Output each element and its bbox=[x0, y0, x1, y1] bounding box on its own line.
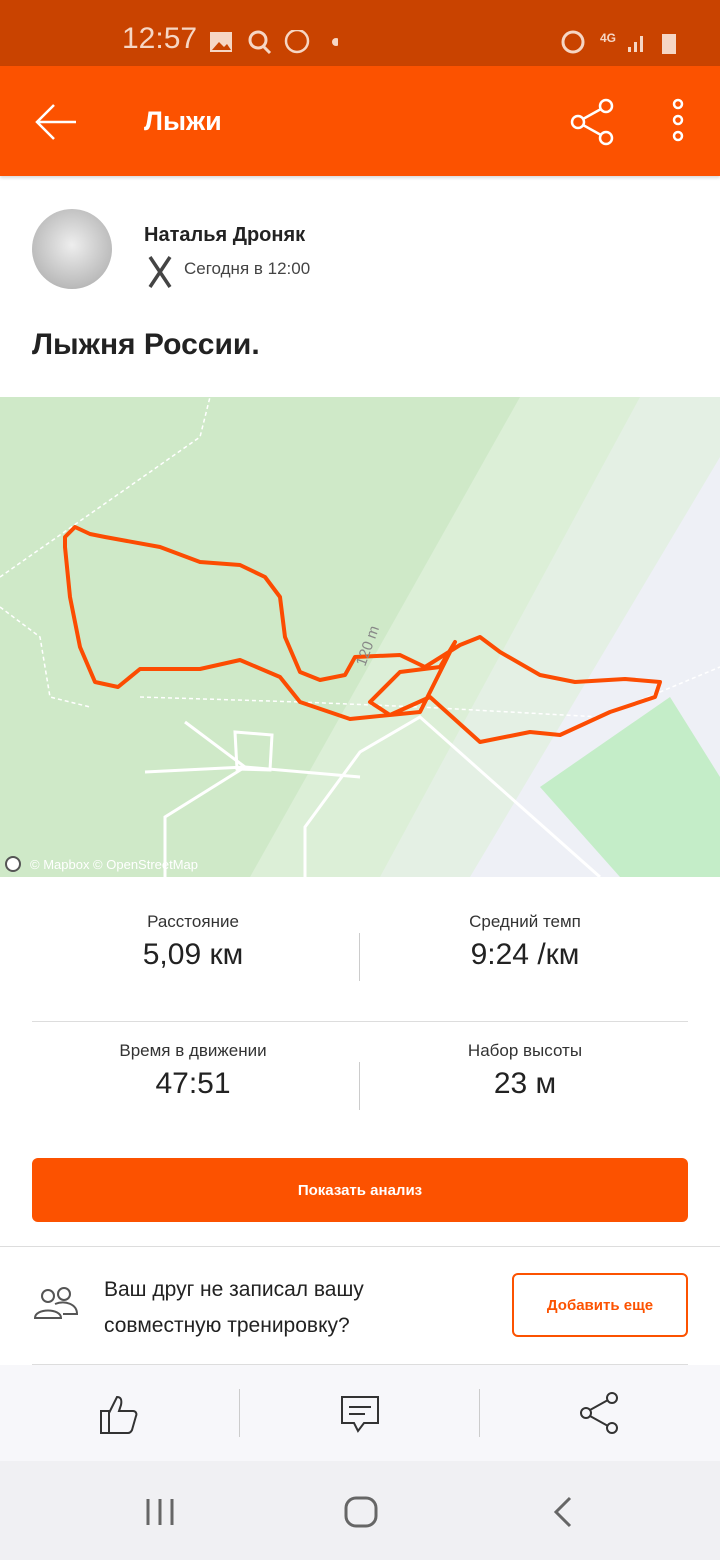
back-icon[interactable] bbox=[552, 1495, 574, 1529]
stat-label: Время в движении bbox=[119, 1041, 267, 1060]
system-icons: 4G bbox=[561, 30, 676, 54]
divider bbox=[359, 933, 360, 981]
share-icon[interactable] bbox=[568, 98, 618, 146]
comment-icon[interactable] bbox=[340, 1395, 380, 1435]
action-bar bbox=[0, 1365, 720, 1461]
athlete-name[interactable]: Наталья Дроняк bbox=[144, 224, 306, 246]
svg-text:4G: 4G bbox=[600, 31, 616, 45]
ski-icon bbox=[148, 256, 172, 288]
people-icon bbox=[33, 1287, 79, 1319]
notification-icons bbox=[210, 30, 338, 55]
page-title: Лыжи bbox=[144, 106, 222, 136]
stat-label: Набор высоты bbox=[467, 1041, 583, 1060]
divider bbox=[32, 1021, 688, 1022]
stat-label: Средний темп bbox=[469, 912, 581, 931]
stat-value: 9:24 /км bbox=[470, 938, 580, 971]
friend-prompt: Ваш друг не записал вашу совместную трени… bbox=[104, 1278, 364, 1337]
recent-apps-icon[interactable] bbox=[145, 1497, 175, 1527]
kudos-thumb-icon[interactable] bbox=[98, 1393, 140, 1437]
stat-value: 23 м bbox=[493, 1067, 557, 1100]
avatar[interactable] bbox=[32, 209, 112, 289]
activity-title: Лыжня России. bbox=[32, 328, 260, 361]
add-more-button[interactable]: Добавить еще bbox=[512, 1273, 688, 1337]
status-bar: 12:57 4G bbox=[0, 0, 720, 66]
system-nav-bar bbox=[0, 1461, 720, 1560]
route-line bbox=[63, 525, 662, 744]
status-time: 12:57 bbox=[122, 22, 198, 55]
stat-value: 47:51 bbox=[155, 1067, 231, 1100]
divider bbox=[0, 1246, 720, 1247]
stat-label: Расстояние bbox=[147, 912, 239, 931]
home-icon[interactable] bbox=[343, 1495, 379, 1529]
activity-date: Сегодня в 12:00 bbox=[184, 259, 311, 278]
map-attribution: © Mapbox © OpenStreetMap bbox=[30, 857, 198, 872]
divider bbox=[32, 1364, 688, 1365]
more-options-icon[interactable] bbox=[668, 98, 688, 146]
route-map[interactable]: 120 m © Mapbox © OpenStreetMap bbox=[0, 397, 720, 877]
app-bar: Лыжи bbox=[0, 66, 720, 176]
show-analysis-button[interactable]: Показать анализ bbox=[32, 1158, 688, 1222]
share-icon[interactable] bbox=[578, 1391, 622, 1435]
back-arrow-icon[interactable] bbox=[34, 102, 78, 142]
divider bbox=[359, 1062, 360, 1110]
stat-value: 5,09 км bbox=[142, 938, 244, 971]
